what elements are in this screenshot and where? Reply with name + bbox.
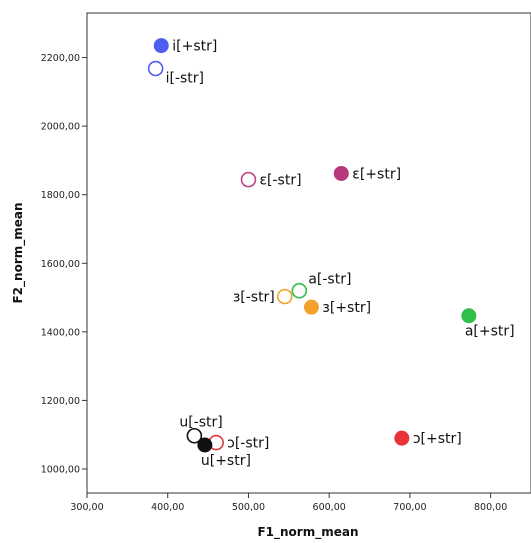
y-tick-label: 1200,00 xyxy=(41,396,80,407)
data-point xyxy=(197,437,213,453)
data-point xyxy=(147,60,164,77)
y-tick-label: 1400,00 xyxy=(41,327,80,338)
data-point xyxy=(394,430,410,446)
x-tick-label: 600,00 xyxy=(313,502,346,513)
data-point xyxy=(333,165,349,181)
data-point-label: ɔ[-str] xyxy=(227,436,269,452)
data-point-label: u[+str] xyxy=(201,453,251,469)
x-tick-label: 300,00 xyxy=(70,502,103,513)
x-tick-label: 700,00 xyxy=(393,502,426,513)
data-point xyxy=(276,288,293,305)
y-tick-label: 1000,00 xyxy=(41,465,80,476)
x-axis-title: F1_norm_mean xyxy=(257,525,358,540)
y-tick-label: 2200,00 xyxy=(41,53,80,64)
x-tick-label: 800,00 xyxy=(474,502,507,513)
data-point-label: ɔ[+str] xyxy=(413,431,462,447)
data-point xyxy=(461,308,477,324)
y-axis-title: F2_norm_mean xyxy=(11,202,26,303)
data-point-label: ɛ[+str] xyxy=(352,166,401,182)
data-point xyxy=(303,299,319,315)
data-point-label: i[-str] xyxy=(166,71,204,87)
y-tick-label: 1800,00 xyxy=(41,190,80,201)
data-point-label: ɜ[-str] xyxy=(233,290,275,306)
data-point-label: a[+str] xyxy=(465,324,515,340)
y-tick-label: 1600,00 xyxy=(41,259,80,270)
data-point xyxy=(291,282,308,299)
y-axis-ticks: 1000,00 1200,00 1400,00 1600,00 1800,00 2000,… xyxy=(41,53,87,476)
x-axis-ticks: 300,00 400,00 500,00 600,00 700,00 800,00 xyxy=(70,493,507,513)
plot-area xyxy=(86,12,531,494)
x-tick-label: 400,00 xyxy=(151,502,184,513)
data-point-label: i[+str] xyxy=(172,39,217,55)
data-point-label: ɜ[+str] xyxy=(322,300,371,316)
data-point-label: ɛ[-str] xyxy=(259,173,301,189)
x-tick-label: 500,00 xyxy=(232,502,265,513)
y-tick-label: 2000,00 xyxy=(41,122,80,133)
data-point xyxy=(186,427,203,444)
data-point-label: u[-str] xyxy=(179,415,222,431)
data-point-label: a[-str] xyxy=(308,272,351,288)
data-point xyxy=(240,171,257,188)
data-points: i[+str] i[-str] ɛ[-str] ɛ[+str] a[-str] ɜ[-st… xyxy=(147,38,515,469)
data-point xyxy=(153,38,169,54)
